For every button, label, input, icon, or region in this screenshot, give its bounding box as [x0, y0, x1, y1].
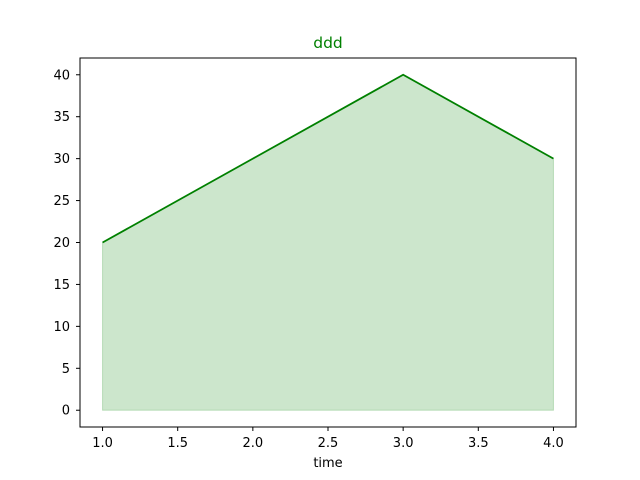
- y-tick-label: 25: [53, 194, 70, 209]
- x-tick-label: 3.0: [393, 436, 414, 451]
- series-line: [102, 73, 554, 244]
- x-tick-label: 1.5: [167, 436, 188, 451]
- y-tick-label: 15: [53, 278, 70, 293]
- y-tick-label: 30: [53, 152, 70, 167]
- y-tick-label: 40: [53, 68, 70, 83]
- y-axis-ticks: 0 5 10 15 20 25 30 35 40: [53, 68, 80, 419]
- plot-area: [102, 73, 554, 411]
- chart-title: ddd: [313, 34, 343, 52]
- x-axis-ticks: 1.0 1.5 2.0 2.5 3.0 3.5 4.0: [92, 427, 564, 451]
- y-tick-label: 5: [62, 362, 70, 377]
- y-tick-label: 35: [53, 110, 70, 125]
- y-tick-label: 10: [53, 320, 70, 335]
- x-tick-label: 2.5: [318, 436, 339, 451]
- x-tick-label: 3.5: [468, 436, 489, 451]
- x-tick-label: 2.0: [243, 436, 264, 451]
- x-tick-label: 1.0: [92, 436, 113, 451]
- y-tick-label: 0: [62, 404, 70, 419]
- x-tick-label: 4.0: [543, 436, 564, 451]
- x-axis-label: time: [313, 456, 342, 471]
- y-tick-label: 20: [53, 236, 70, 251]
